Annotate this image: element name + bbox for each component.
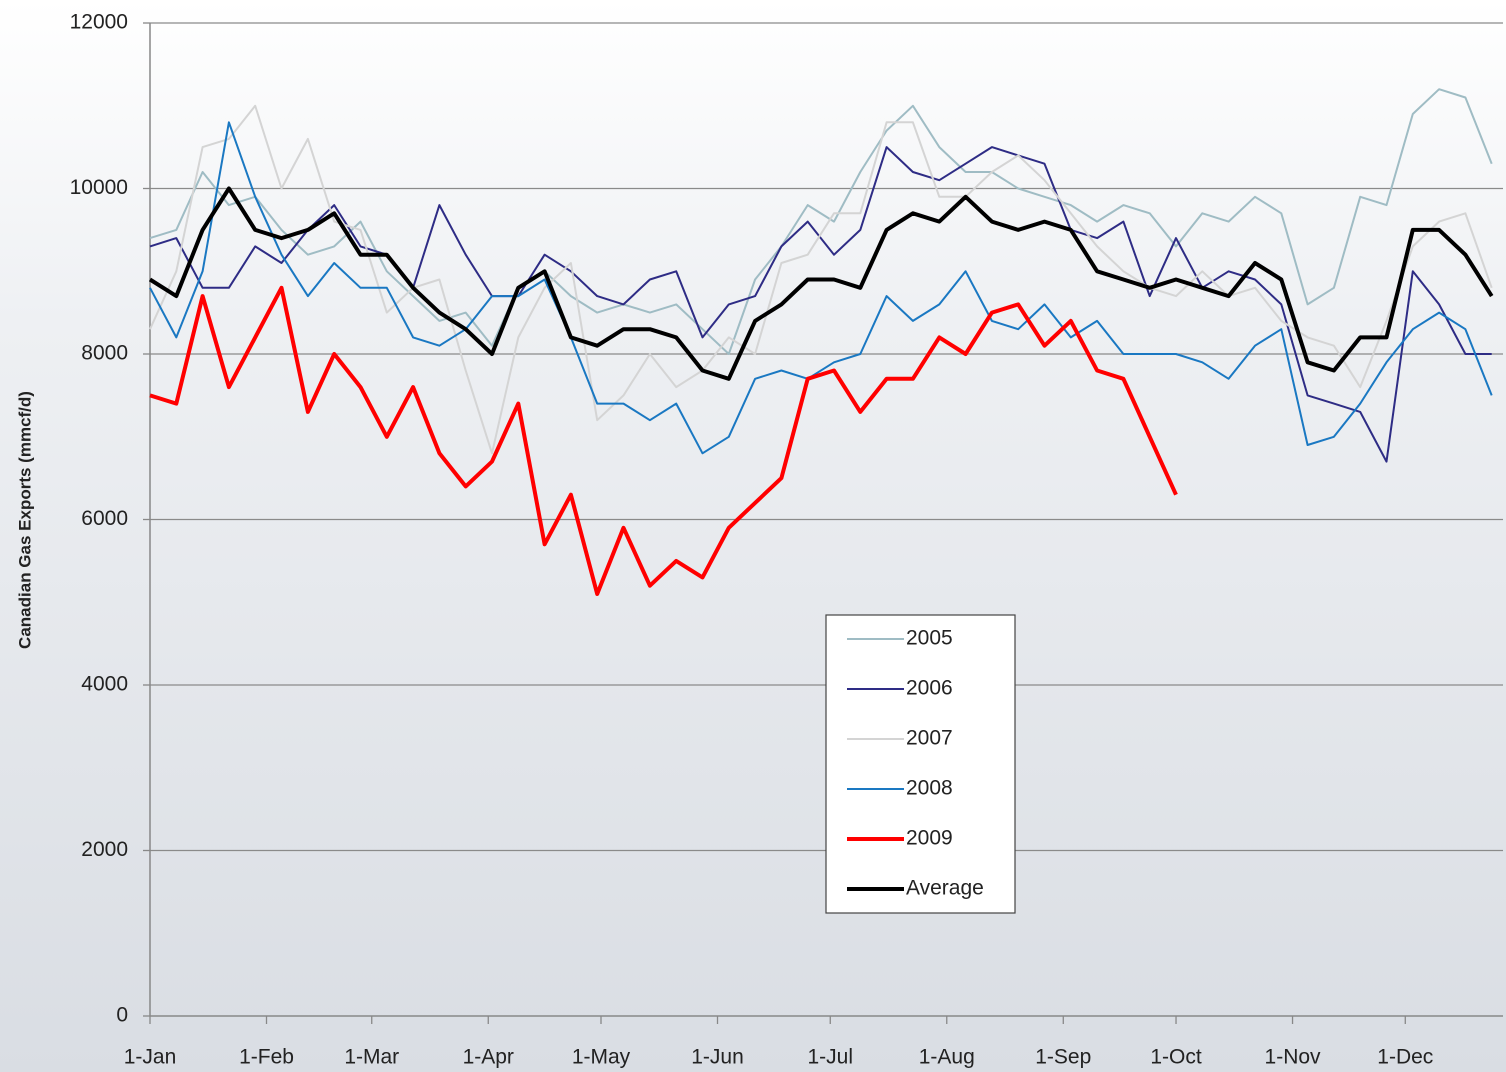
x-tick-label: 1-Nov (1265, 1046, 1322, 1069)
legend-label: 2008 (906, 777, 953, 800)
legend-box (825, 614, 1016, 914)
x-tick-label: 1-Jul (807, 1046, 853, 1069)
series-line (149, 88, 1493, 355)
series-line (149, 285, 1178, 596)
legend-label: 2009 (906, 827, 953, 850)
series-line (149, 121, 1493, 455)
legend-label: Average (906, 877, 984, 900)
legend-label: 2007 (906, 727, 953, 750)
x-tick-label: 1-Dec (1377, 1046, 1433, 1069)
y-tick-label: 2000 (81, 838, 128, 861)
x-tick-label: 1-Apr (463, 1046, 514, 1069)
series-line (148, 186, 1494, 381)
x-tick-label: 1-Jan (124, 1046, 177, 1069)
x-tick-label: 1-Feb (239, 1046, 294, 1069)
legend-label: 2006 (906, 677, 953, 700)
series-line (149, 146, 1492, 463)
y-tick-label: 6000 (81, 507, 128, 530)
x-tick-label: 1-Mar (344, 1046, 399, 1069)
y-tick-label: 8000 (81, 342, 128, 365)
x-tick-label: 1-Oct (1150, 1046, 1202, 1069)
legend-label: 2005 (906, 627, 953, 650)
x-tick-label: 1-Sep (1035, 1046, 1091, 1069)
y-tick-label: 0 (116, 1004, 128, 1027)
y-axis-label: Canadian Gas Exports (mmcf/d) (15, 391, 34, 649)
y-tick-label: 4000 (81, 673, 128, 696)
y-tick-label: 12000 (70, 11, 128, 34)
x-tick-label: 1-Aug (919, 1046, 975, 1069)
x-tick-label: 1-Jun (691, 1046, 744, 1069)
series-line (149, 104, 1493, 455)
y-tick-label: 10000 (70, 176, 128, 199)
x-tick-label: 1-May (572, 1046, 631, 1069)
